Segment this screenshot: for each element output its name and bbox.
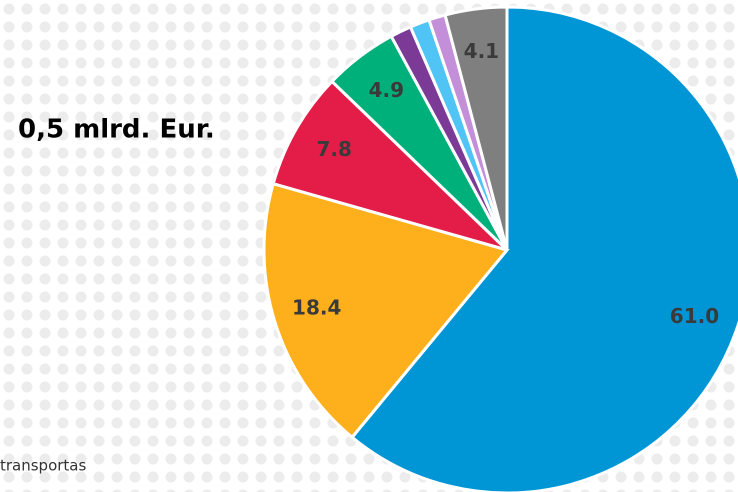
pie-slice (262, 181, 510, 440)
annotation: transportas (0, 457, 87, 475)
pie-slice (443, 5, 509, 251)
chart-title: 0,5 mlrd. Eur. (18, 115, 215, 145)
pie-slice (271, 79, 509, 252)
data-label: 4.1 (464, 39, 499, 63)
data-label: 7.8 (317, 137, 352, 161)
data-label: 61.0 (670, 304, 719, 328)
pie-slice (349, 5, 738, 492)
data-label: 4.9 (369, 78, 404, 102)
data-label: 18.4 (292, 296, 341, 320)
